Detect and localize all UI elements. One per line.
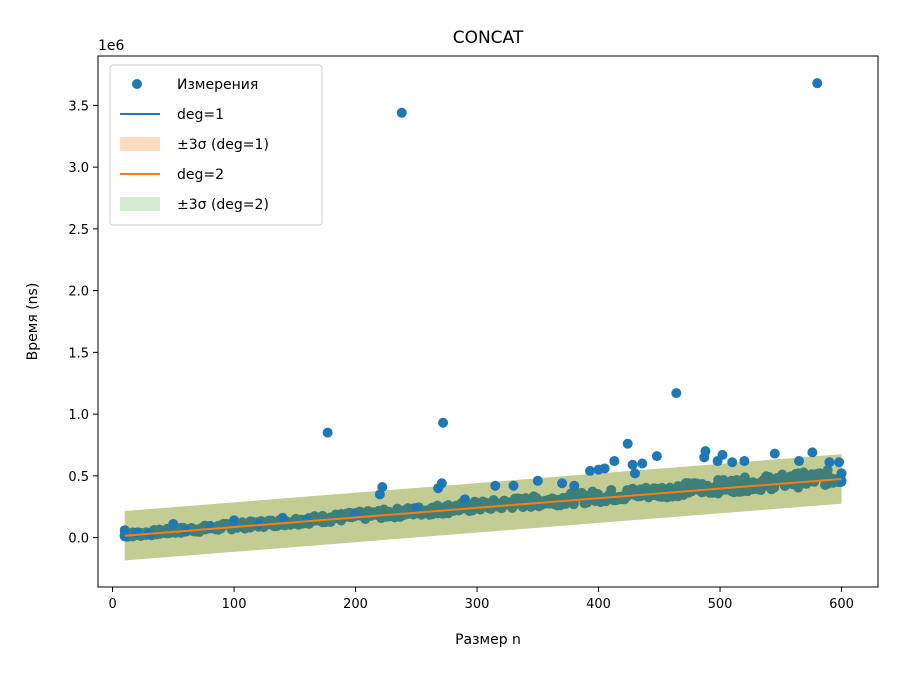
chart-title: CONCAT xyxy=(453,28,524,48)
x-tick-label: 200 xyxy=(343,597,368,612)
measurement-point xyxy=(834,457,845,468)
legend-entry-label: deg=2 xyxy=(177,167,224,183)
y-tick-label: 1.5 xyxy=(68,346,89,361)
measurement-point xyxy=(585,465,596,476)
measurement-point xyxy=(622,438,633,449)
measurement-point xyxy=(700,446,711,457)
measurement-point xyxy=(508,480,519,491)
measurement-point xyxy=(557,478,568,489)
measurement-point xyxy=(436,478,447,489)
y-tick-label: 1.0 xyxy=(68,408,89,423)
measurement-point xyxy=(532,475,543,486)
x-tick-label: 400 xyxy=(586,597,611,612)
legend-entry-label: ±3σ (deg=2) xyxy=(177,197,269,213)
legend-entry-label: Измерения xyxy=(177,77,258,93)
measurement-point xyxy=(438,417,449,428)
x-tick-label: 0 xyxy=(108,597,116,612)
measurement-point xyxy=(794,456,805,467)
measurement-point xyxy=(459,494,470,505)
x-ticks: 0 100 200 300 400 500 600 xyxy=(108,587,854,612)
measurement-point xyxy=(322,427,333,438)
measurement-point xyxy=(119,525,130,536)
y-tick-label: 2.0 xyxy=(68,285,89,300)
x-tick-label: 500 xyxy=(708,597,733,612)
x-tick-label: 600 xyxy=(829,597,854,612)
measurement-point xyxy=(411,502,422,513)
plot-frame xyxy=(97,55,879,588)
legend-entry-label: deg=1 xyxy=(177,107,224,123)
measurement-point xyxy=(769,448,780,459)
measurement-point xyxy=(739,456,750,467)
measurement-point xyxy=(824,457,835,468)
y-tick-label: 0.5 xyxy=(68,470,89,485)
measurement-point xyxy=(568,499,579,510)
legend-box xyxy=(109,64,323,226)
fit-lines-layer xyxy=(124,477,842,537)
measurement-point xyxy=(168,519,179,530)
y-tick-label: 0.0 xyxy=(68,532,89,547)
measurement-point xyxy=(609,456,620,467)
y-tick-label: 3.5 xyxy=(68,99,89,114)
measurement-point xyxy=(277,512,288,523)
measurement-point xyxy=(836,468,847,479)
measurement-point xyxy=(651,451,662,462)
y-axis-label: Время (ns) xyxy=(25,283,41,361)
legend-marker xyxy=(132,79,142,89)
measurement-point xyxy=(490,480,501,491)
y-ticks: 0.0 0.5 1.0 1.5 2.0 2.5 3.0 3.5 xyxy=(68,99,98,547)
measurement-point xyxy=(377,481,388,492)
measurement-point xyxy=(396,107,407,118)
x-tick-label: 100 xyxy=(222,597,247,612)
measurement-point xyxy=(131,527,142,538)
measurement-point xyxy=(822,465,833,476)
measurement-point xyxy=(630,468,641,479)
y-tick-label: 3.0 xyxy=(68,161,89,176)
measurement-point xyxy=(807,447,818,458)
x-tick-label: 300 xyxy=(465,597,490,612)
measurement-point xyxy=(627,459,638,470)
measurement-point xyxy=(637,458,648,469)
measurement-point xyxy=(599,463,610,474)
measurement-point xyxy=(727,457,738,468)
measurement-point xyxy=(229,515,240,526)
measurement-point xyxy=(717,449,728,460)
measurement-point xyxy=(671,388,682,399)
fit-line xyxy=(124,477,842,537)
x-axis-label: Размер n xyxy=(455,632,521,648)
legend-patch xyxy=(120,197,160,211)
measurement-point xyxy=(569,480,580,491)
y-tick-label: 2.5 xyxy=(68,223,89,238)
legend: Измерения deg=1 ±3σ (deg=1) deg=2 ±3σ (deg=2… xyxy=(109,64,323,226)
y-axis-scale-factor: 1e6 xyxy=(98,38,125,54)
legend-patch xyxy=(120,137,160,151)
measurement-point xyxy=(253,519,264,530)
legend-entry-label: ±3σ (deg=1) xyxy=(177,137,269,153)
measurement-point xyxy=(812,78,823,89)
